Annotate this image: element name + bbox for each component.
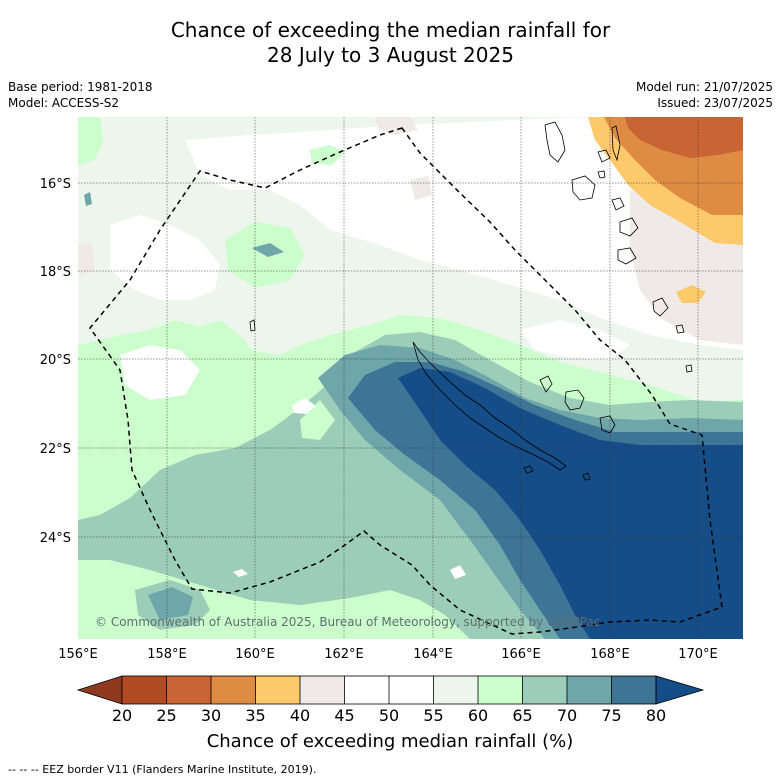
colorbar-cell [478, 676, 523, 704]
band-60-65 [300, 400, 335, 440]
band-40-45 [78, 242, 95, 276]
ouvea [539, 375, 553, 393]
y-tick-label: 18°S [40, 265, 71, 280]
band-40-45 [375, 117, 418, 135]
band-35-40 [676, 285, 706, 303]
colorbar-tick-label: 50 [379, 706, 399, 725]
colorbar-tick-label: 30 [201, 706, 221, 725]
band-70-75 [84, 192, 92, 206]
colorbar-tick-label: 35 [245, 706, 265, 725]
band-60-65 [78, 117, 103, 165]
gridlines [78, 117, 743, 639]
chart-title: Chance of exceeding the median rainfall … [0, 18, 781, 68]
eez-border [89, 127, 723, 635]
band-45-55 [185, 117, 743, 350]
band-40-45 [410, 176, 432, 200]
x-tick-label: 162°E [324, 647, 364, 662]
colorbar-cell [389, 676, 434, 704]
colorbar-cell [522, 676, 567, 704]
colorbar-tick-label: 70 [557, 706, 577, 725]
isle-of-pines [523, 465, 534, 474]
vanuatu-espiritu-santo [544, 121, 566, 163]
colorbar-tick-label: 65 [512, 706, 532, 725]
x-tick-label: 160°E [235, 647, 275, 662]
islet-north [249, 319, 256, 332]
vanuatu-banks [597, 170, 606, 179]
vanuatu-pentecost [611, 125, 621, 162]
band-45-55 [450, 565, 466, 579]
vanuatu-tanna [652, 297, 669, 317]
colorbar-cell [122, 676, 167, 704]
x-tick-label: 166°E [501, 647, 541, 662]
title-line-1: Chance of exceeding the median rainfall … [170, 18, 611, 42]
band-60-65 [310, 145, 345, 165]
title-line-2: 28 July to 3 August 2025 [267, 43, 514, 67]
colorbar-cell [255, 676, 300, 704]
colorbar-title: Chance of exceeding median rainfall (%) [207, 731, 574, 752]
y-tick-label: 24°S [40, 531, 71, 546]
band-45-55 [292, 398, 316, 414]
colorbar-extend-high [655, 675, 705, 705]
vanuatu-ambrym [597, 149, 611, 163]
y-tick-labels: 16°S 18°S 20°S 22°S 24°S [40, 177, 71, 546]
colorbar-tick-label: 45 [334, 706, 354, 725]
x-tick-label: 164°E [413, 647, 453, 662]
colorbar-tick-label: 55 [423, 706, 443, 725]
model-run: Model run: 21/07/2025 [635, 80, 773, 94]
lifou [564, 389, 585, 411]
base-period: Base period: 1981-2018 [8, 80, 153, 94]
model-name: Model: ACCESS-S2 [8, 96, 120, 110]
x-tick-label: 156°E [58, 647, 98, 662]
band-45-55 [520, 320, 630, 360]
x-tick-label: 168°E [590, 647, 630, 662]
vanuatu-aneityum [675, 324, 685, 334]
band-80-plus [398, 368, 743, 639]
colorbar-cell [433, 676, 478, 704]
vanuatu-malekula [571, 175, 596, 201]
vanuatu-epi [611, 197, 625, 211]
colorbar-cell [344, 676, 389, 704]
colorbar-tick-label: 25 [156, 706, 176, 725]
colorbar-cell [166, 676, 211, 704]
colorbar-cell [211, 676, 256, 704]
colorbar-cell [567, 676, 612, 704]
colorbar: 20 25 30 35 40 45 50 55 60 65 70 75 80 C… [76, 675, 705, 752]
colorbar-tick-label: 80 [646, 706, 666, 725]
meta-right: Model run: 21/07/2025 Issued: 23/07/2025 [636, 79, 773, 111]
issued-date: Issued: 23/07/2025 [657, 96, 773, 110]
y-tick-label: 22°S [40, 442, 71, 457]
walpole [582, 472, 591, 481]
colorbar-extend-low [76, 675, 123, 705]
vanuatu-efate [619, 217, 639, 237]
band-70-75 [148, 587, 193, 620]
band-45-55 [110, 215, 220, 300]
x-tick-labels: 156°E 158°E 160°E 162°E 164°E 166°E 168°… [58, 647, 718, 662]
band-45-55 [233, 569, 248, 577]
y-tick-label: 16°S [40, 177, 71, 192]
eez-footnote: -- -- -- EEZ border V11 (Flanders Marine… [8, 763, 317, 776]
colorbar-tick-label: 20 [112, 706, 132, 725]
copyright-text: © Commonwealth of Australia 2025, Bureau… [95, 615, 600, 629]
x-tick-label: 158°E [147, 647, 187, 662]
x-tick-label: 170°E [678, 647, 718, 662]
colorbar-tick-label: 75 [601, 706, 621, 725]
meta-left: Base period: 1981-2018 Model: ACCESS-S2 [8, 79, 153, 111]
vanuatu-erromango [617, 247, 637, 265]
band-70-75 [252, 243, 284, 257]
colorbar-tick-label: 40 [290, 706, 310, 725]
colorbar-cell [611, 676, 656, 704]
coastlines [249, 121, 693, 481]
islet-hunter [685, 364, 693, 373]
band-60-65 [190, 320, 260, 390]
colorbar-tick-label: 60 [468, 706, 488, 725]
band-25-30 [625, 117, 743, 158]
y-tick-label: 20°S [40, 353, 71, 368]
colorbar-cell [300, 676, 345, 704]
mare [599, 415, 616, 434]
rainfall-probability-field [78, 117, 743, 639]
new-caledonia-coast [412, 341, 567, 471]
colorbar-separators [166, 676, 612, 704]
